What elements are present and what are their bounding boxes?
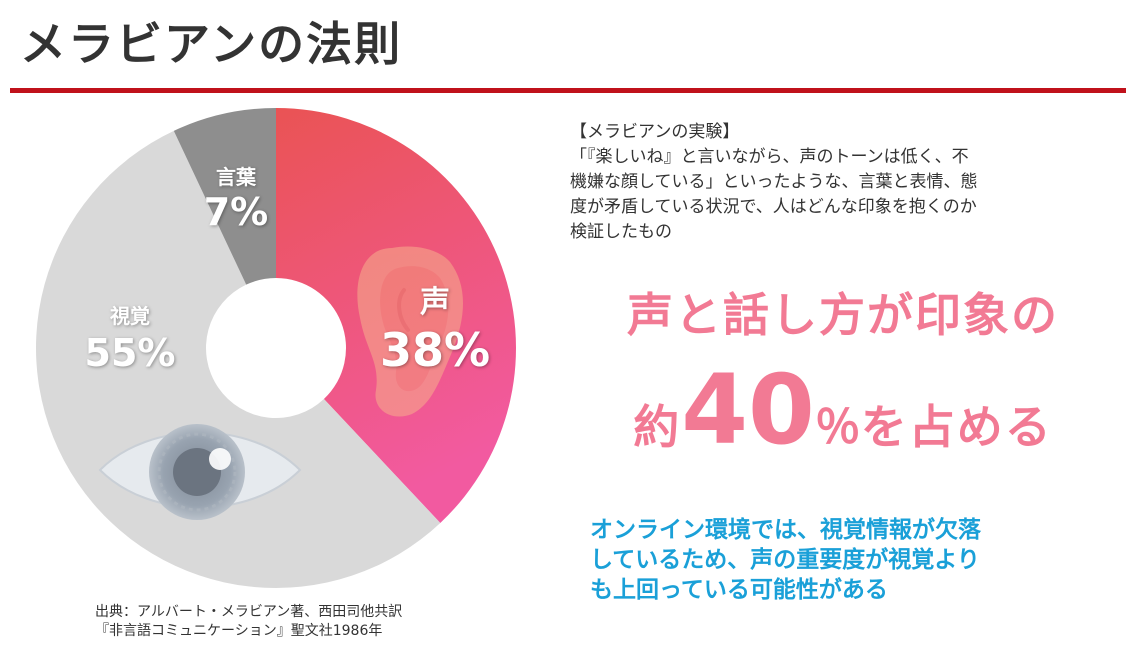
slice-label-visual: 視覚 55% <box>70 302 190 376</box>
source-line-1: 出典：アルバート・メラビアン著、西田司他共訳 <box>95 604 403 620</box>
slice-words <box>173 108 276 285</box>
eye-icon <box>98 424 302 520</box>
experiment-description: 【メラビアンの実験】 「『楽しいね』と言いながら、声のトーンは低く、不 機嫌な顔… <box>570 120 1115 245</box>
experiment-line-4: 検証したもの <box>570 222 672 242</box>
source-line-2: 『非言語コミュニケーション』聖文社1986年 <box>95 623 383 639</box>
headline-percent: ％ <box>814 400 861 454</box>
headline-prefix: 約 <box>633 400 682 454</box>
slice-name-visual: 視覚 <box>110 304 150 328</box>
ear-icon <box>357 246 463 417</box>
title-divider <box>10 88 1126 93</box>
donut-chart <box>35 108 516 589</box>
headline-number: 40 <box>681 354 815 466</box>
headline: 声と話し方が印象の 約40％を占める <box>560 280 1126 498</box>
note-line-2: しているため、声の重要度が視覚より <box>590 547 980 573</box>
headline-suffix: を占める <box>860 400 1053 454</box>
headline-line-2: 約40％を占める <box>560 350 1126 498</box>
source-citation: 出典：アルバート・メラビアン著、西田司他共訳 『非言語コミュニケーション』聖文社… <box>95 603 495 641</box>
experiment-line-1: 「『楽しいね』と言いながら、声のトーンは低く、不 <box>570 147 969 167</box>
online-note: オンライン環境では、視覚情報が欠落 しているため、声の重要度が視覚より も上回っ… <box>590 515 1110 605</box>
slice-label-voice: 声 38% <box>370 283 500 377</box>
slice-name-words: 言葉 <box>216 165 256 189</box>
page-title: メラビアンの法則 <box>20 17 403 71</box>
slice-value-words: 7% <box>203 190 269 234</box>
slice-name-voice: 声 <box>420 285 450 320</box>
experiment-line-3: 度が矛盾している状況で、人はどんな印象を抱くのか <box>570 197 977 217</box>
slice-label-words: 言葉 7% <box>196 164 276 234</box>
slice-value-voice: 38% <box>379 323 491 377</box>
experiment-heading: 【メラビアンの実験】 <box>570 122 740 142</box>
headline-line-1: 声と話し方が印象の <box>627 288 1059 342</box>
slice-value-visual: 55% <box>84 331 176 375</box>
experiment-line-2: 機嫌な顔している」といったような、言葉と表情、態 <box>570 172 978 192</box>
note-line-3: も上回っている可能性がある <box>590 577 888 603</box>
note-line-1: オンライン環境では、視覚情報が欠落 <box>590 517 981 543</box>
